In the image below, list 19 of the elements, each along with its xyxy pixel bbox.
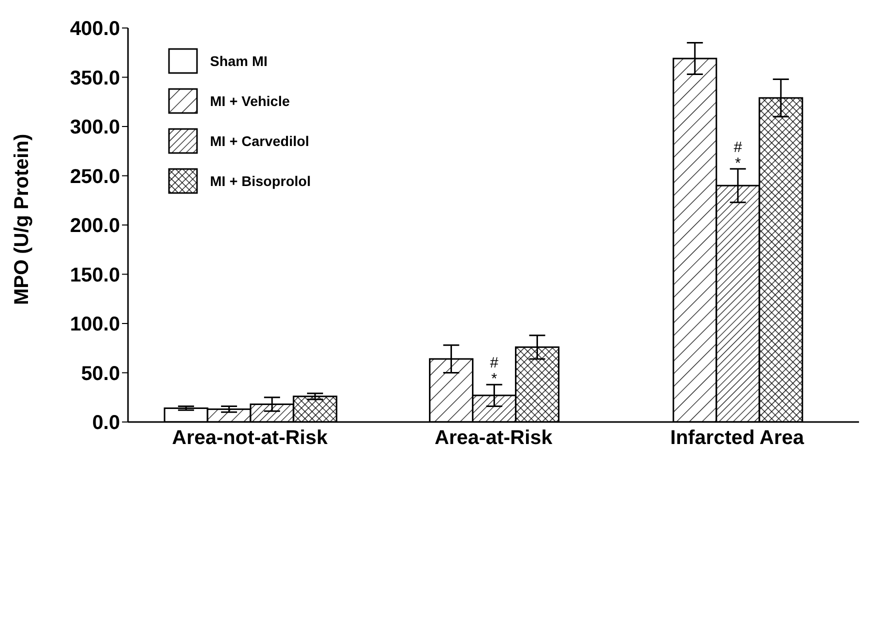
legend-label: MI + Bisoprolol <box>210 173 311 189</box>
y-tick-label: 350.0 <box>70 67 120 90</box>
legend-label: MI + Vehicle <box>210 93 290 109</box>
y-axis-title: MPO (U/g Protein) <box>11 134 34 305</box>
y-tick-label: 0.0 <box>92 412 120 434</box>
x-tick-label: Area-not-at-Risk <box>172 427 328 450</box>
y-tick-label: 300.0 <box>70 116 120 139</box>
y-tick-label: 400.0 <box>70 18 120 40</box>
annotation: # * <box>734 138 743 172</box>
y-tick-label: 200.0 <box>70 215 120 238</box>
y-tick-label: 50.0 <box>81 362 120 385</box>
y-tick-label: 150.0 <box>70 264 120 286</box>
y-tick-label: 250.0 <box>70 166 120 188</box>
y-tick-label: 100.0 <box>70 314 120 336</box>
x-tick-label: Infarcted Area <box>670 427 805 450</box>
legend-label: Sham MI <box>210 53 268 69</box>
legend-label: MI + Carvedilol <box>210 133 310 149</box>
annotation: # * <box>490 354 500 388</box>
x-tick-label: Area-at-Risk <box>434 427 554 450</box>
